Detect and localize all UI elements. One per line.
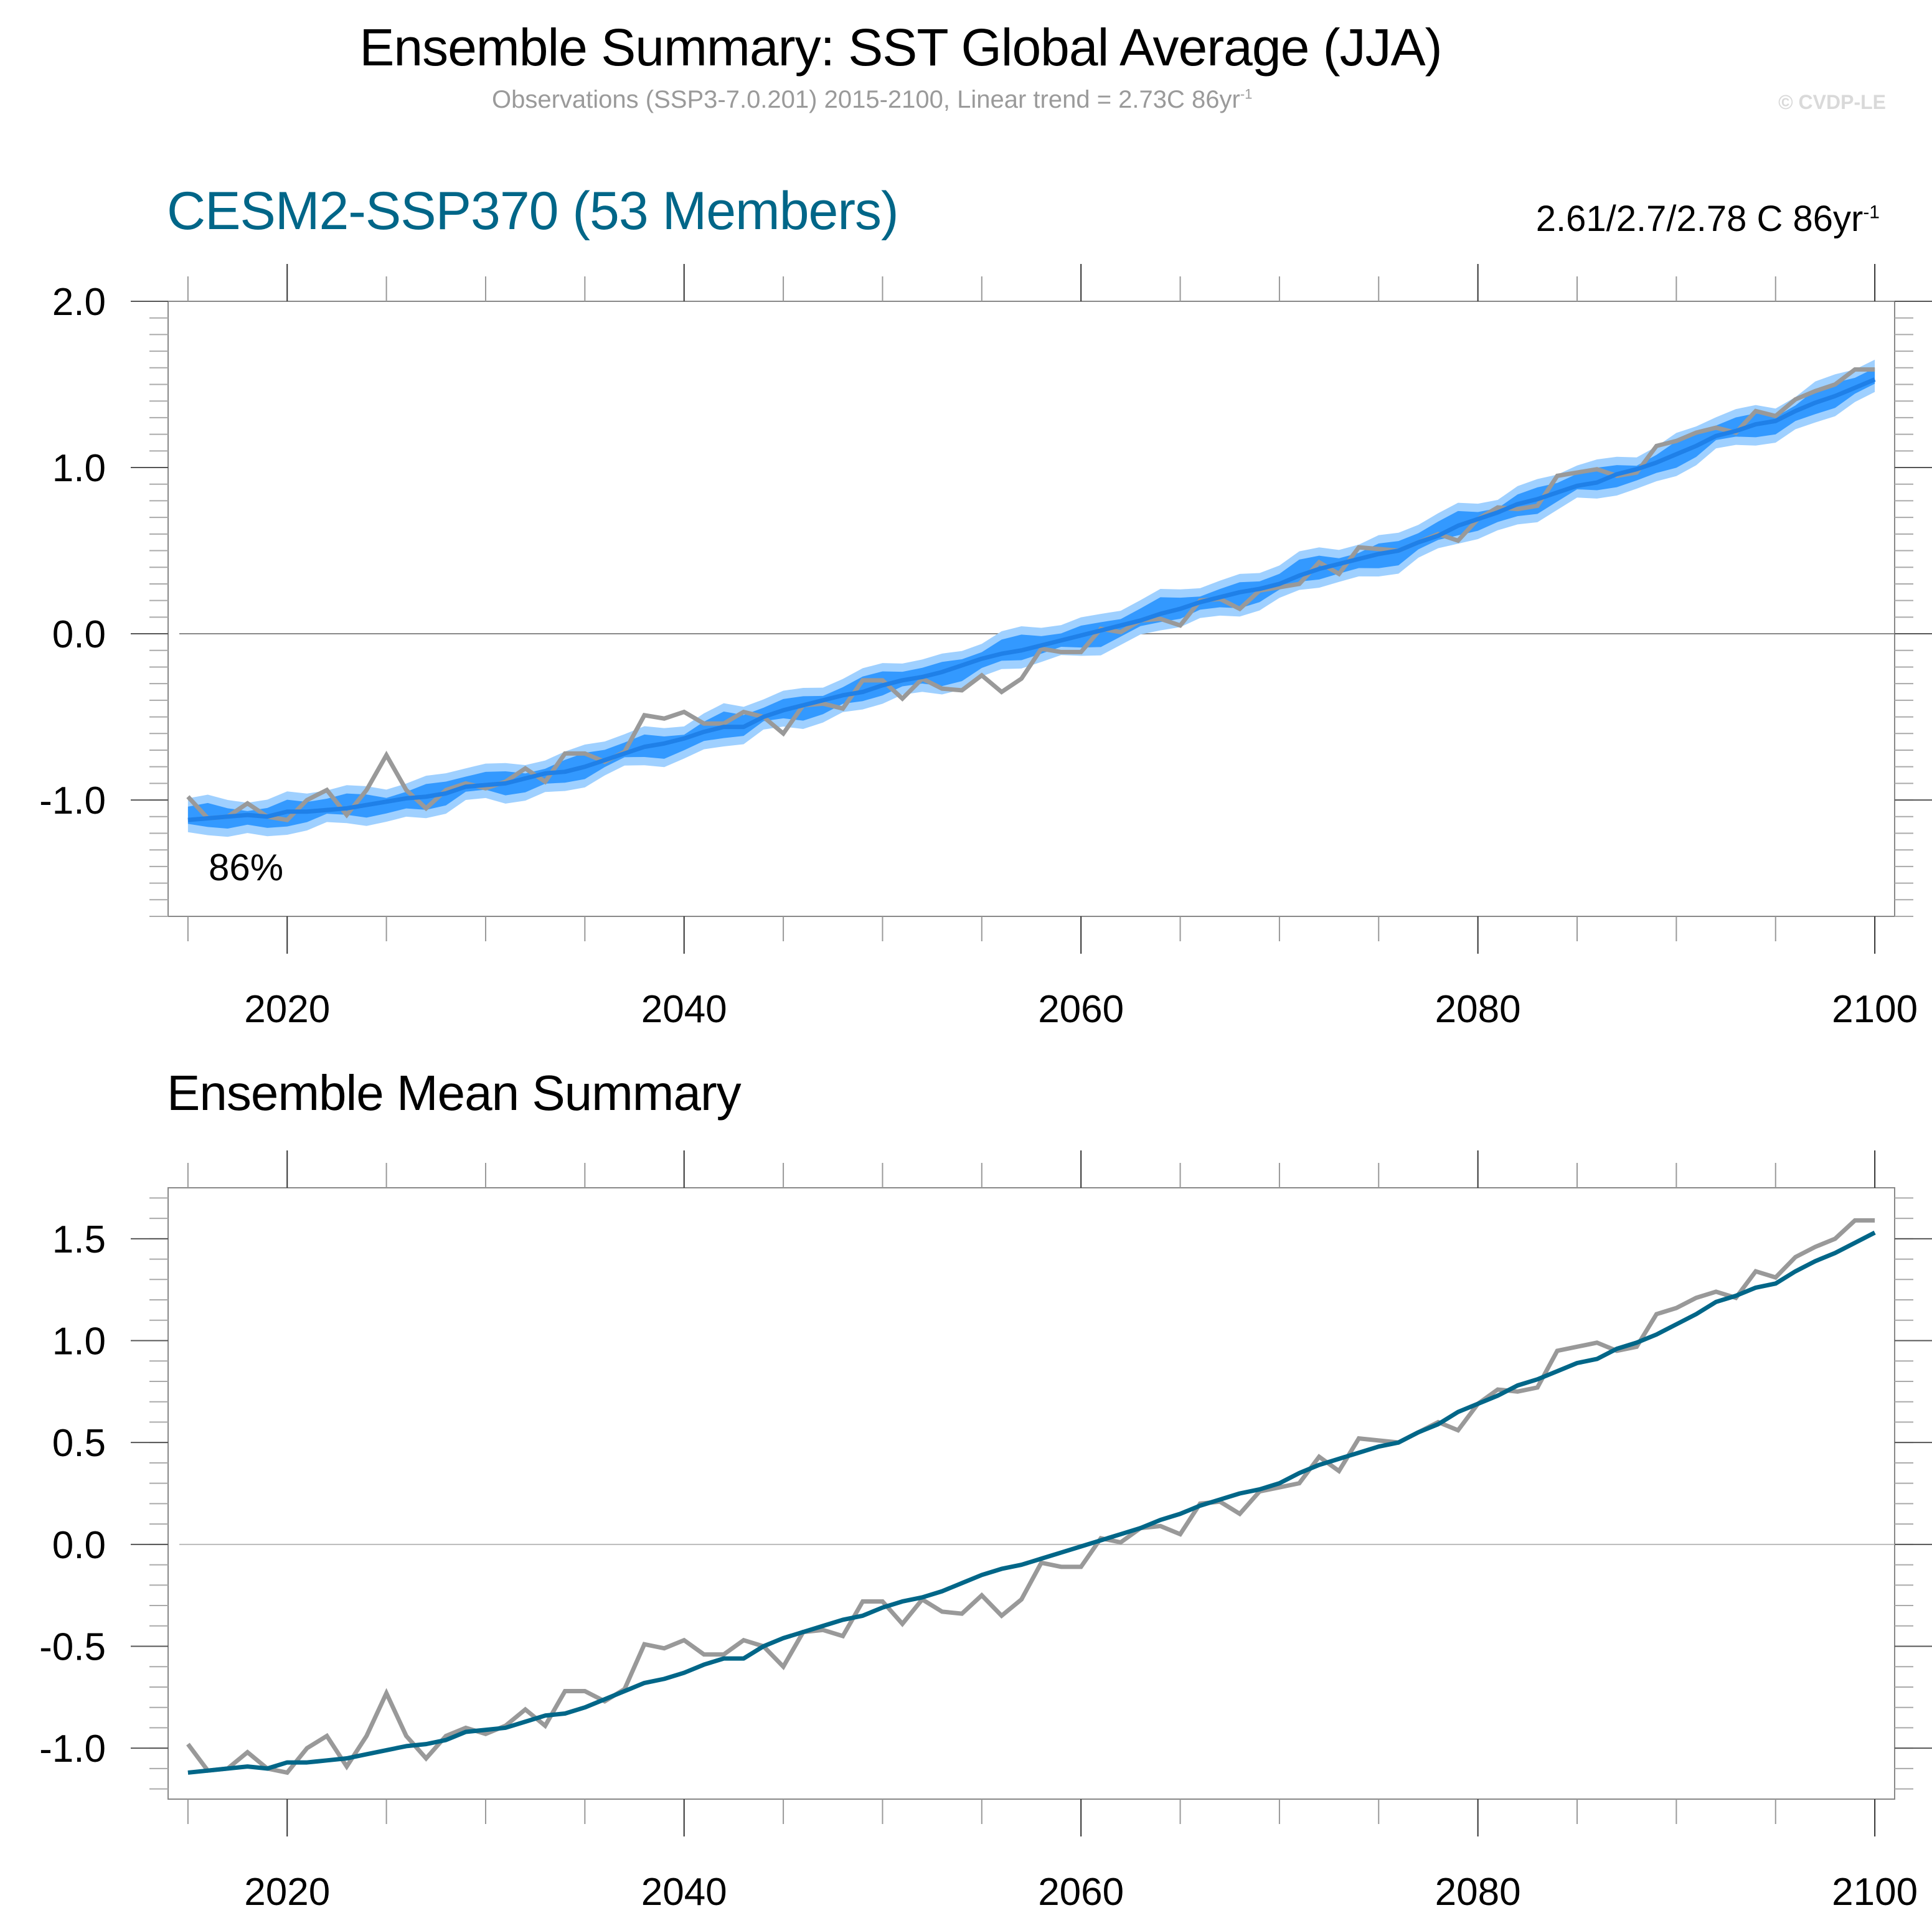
panel1-ytick-label: 1.0 [52, 447, 106, 490]
chart-main-title: Ensemble Summary: SST Global Average (JJ… [359, 18, 1442, 77]
panel2-ytick-label: -0.5 [39, 1626, 106, 1669]
panel2-xtick-label: 2040 [641, 1871, 727, 1914]
panel2-ytick-label: 0.0 [52, 1524, 106, 1567]
panel2-xtick-label: 2020 [244, 1871, 330, 1914]
panel1-frame [167, 301, 1895, 917]
panel1-ytick-label: 2.0 [52, 281, 106, 324]
panel1-percent-annotation: 86% [209, 847, 283, 888]
panel2-xtick-label: 2100 [1832, 1871, 1918, 1914]
panel2-plot: 2020 2040 2060 2080 2100 -1.0 -0.5 0.0 0.5 1.0 1.5 [39, 1150, 1932, 1914]
panel1-observations-line [186, 367, 1875, 822]
panel2-ytick-label: 0.5 [52, 1422, 106, 1465]
panel1-ensemble-mean-line [187, 377, 1876, 822]
panel1-inner-spread-band [187, 368, 1875, 829]
panel2-ytick-label: 1.5 [52, 1218, 106, 1261]
panel2-title: Ensemble Mean Summary [167, 1065, 742, 1121]
panel1-trend-label: 2.61/2.7/2.78 C 86yr-1 [1536, 198, 1880, 240]
panel1-xtick-label: 2040 [641, 988, 727, 1031]
subtitle-text: Observations (SSP3-7.0.201) 2015-2100, L… [492, 86, 1240, 113]
panel2-frame [167, 1187, 1895, 1800]
panel2-ytick-label: -1.0 [39, 1728, 106, 1770]
copyright-label: © CVDP-LE [1778, 91, 1886, 113]
subtitle-superscript: -1 [1240, 86, 1253, 102]
chart-subtitle: Observations (SSP3-7.0.201) 2015-2100, L… [492, 86, 1252, 114]
panel1-xtick-label: 2060 [1038, 988, 1124, 1031]
panel2-ensemble-mean-line [187, 1230, 1876, 1775]
panel1-xtick-label: 2080 [1435, 988, 1521, 1031]
panel1-xtick-label: 2100 [1832, 988, 1918, 1031]
trend-text: 2.61/2.7/2.78 C 86yr [1535, 199, 1864, 239]
panel2-ytick-label: 1.0 [52, 1320, 106, 1363]
panel2-observations-line [186, 1218, 1875, 1775]
panel1-outer-spread-band [187, 359, 1875, 837]
panel1-ytick-label: 0.0 [52, 613, 106, 656]
panel1-title: CESM2-SSP370 (53 Members) [167, 181, 899, 241]
panel1-xtick-label: 2020 [244, 988, 330, 1031]
panel1-ytick-label: -1.0 [39, 779, 106, 822]
panel2-xtick-label: 2080 [1435, 1871, 1521, 1914]
panel2-xtick-label: 2060 [1038, 1871, 1124, 1914]
trend-superscript: -1 [1863, 202, 1880, 223]
panel1-plot: 2020 2040 2060 2080 2100 -1.0 0.0 1.0 2.0 86% [39, 264, 1932, 1031]
